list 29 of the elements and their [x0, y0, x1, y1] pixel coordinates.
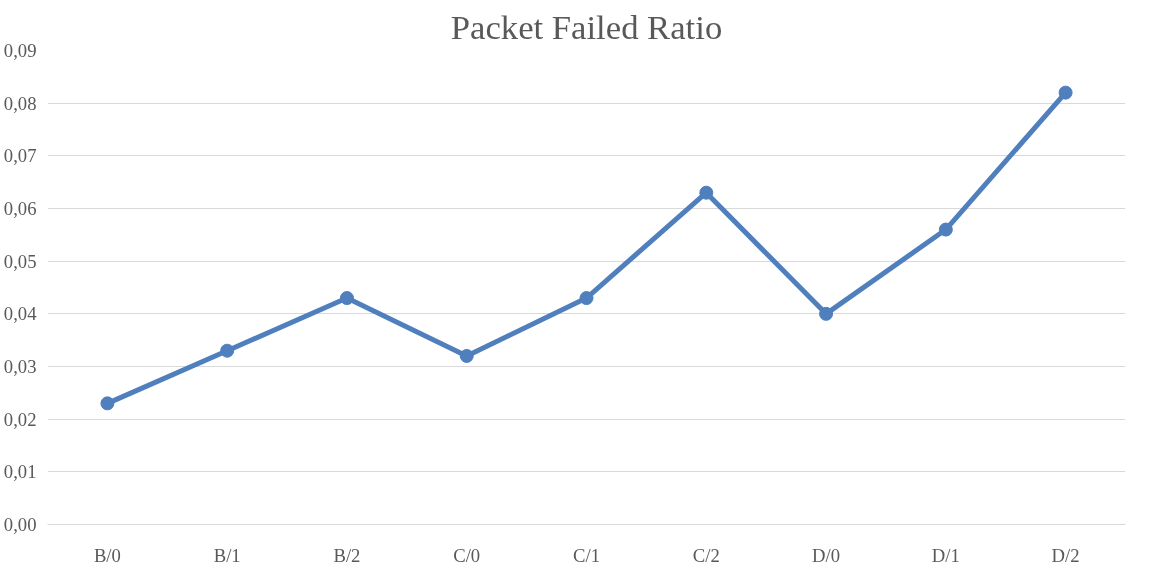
y-tick-label: 0,08: [3, 92, 37, 114]
x-tick-label: D/0: [812, 544, 841, 566]
point: [699, 185, 714, 200]
x-tick-label: C/0: [453, 544, 481, 566]
y-tick-label: 0,00: [3, 514, 37, 535]
y-tick-label: 0,07: [3, 145, 37, 167]
y-tick-label: 0,06: [3, 198, 37, 219]
x-tick-label: B/2: [333, 544, 361, 566]
x-tick-label: C/2: [692, 544, 720, 566]
y-tick-label: 0,01: [3, 461, 37, 483]
y-tick-label: 0,09: [3, 40, 37, 61]
chart-title: Packet Failed Ratio: [450, 7, 723, 46]
x-tick-label: D/2: [1051, 544, 1080, 566]
y-tick-label: 0,05: [3, 250, 37, 272]
x-tick-label: B/1: [213, 544, 241, 566]
point: [1058, 85, 1073, 100]
x-tick-label: C/1: [573, 544, 600, 566]
point: [100, 396, 115, 411]
x-tick-label: B/0: [93, 544, 121, 566]
point: [579, 291, 594, 306]
point: [819, 306, 834, 321]
point: [938, 222, 953, 237]
point: [220, 343, 235, 358]
y-tick-label: 0,03: [3, 356, 37, 377]
y-tick-label: 0,04: [3, 303, 38, 325]
x-tick-label: D/1: [931, 544, 960, 566]
point: [339, 291, 354, 306]
point: [459, 348, 474, 363]
y-tick-label: 0,02: [3, 408, 37, 430]
